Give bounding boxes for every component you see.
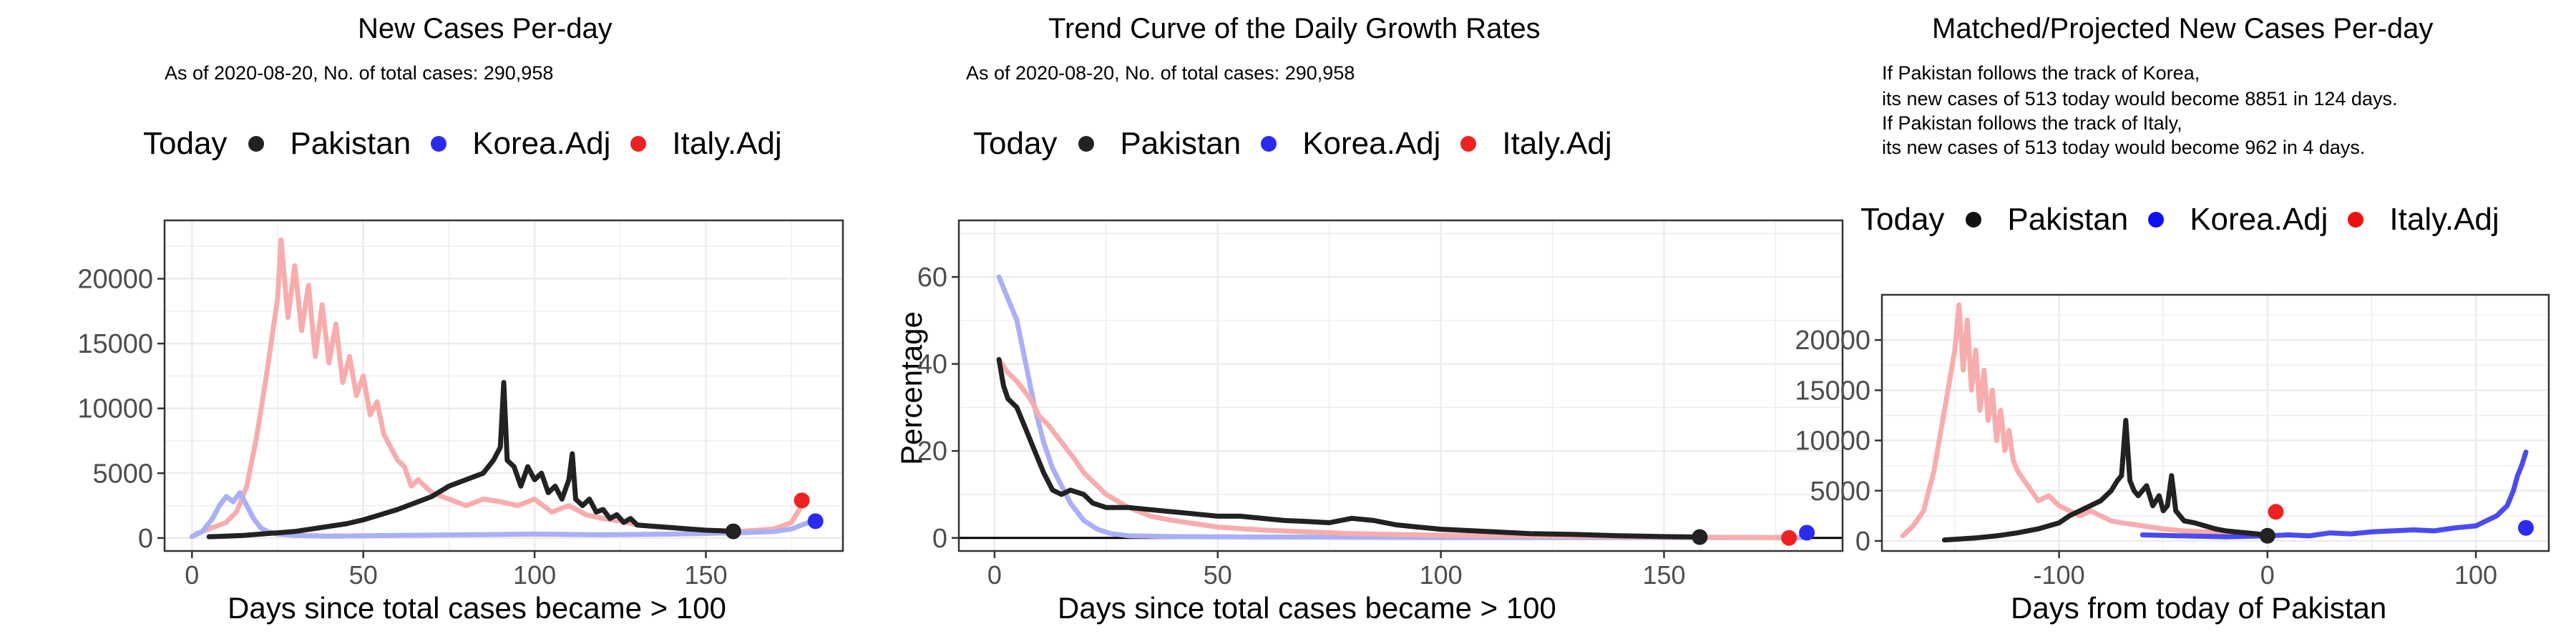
chart-legend: Today Pakistan Korea.Adj Italy.Adj [143, 126, 802, 162]
y-tick-label: 15000 [1795, 376, 1870, 406]
legend-dot-pakistan [248, 136, 265, 152]
legend-label: Korea.Adj [472, 126, 611, 161]
x-tick-label: 0 [2260, 560, 2275, 590]
y-tick-label: 20000 [77, 265, 153, 295]
legend-dot-korea [1261, 136, 1277, 152]
legend-item-pakistan: Pakistan [1966, 202, 2128, 238]
chart-panel-new-cases: New Cases Per-day As of 2020-08-20, No. … [0, 0, 859, 644]
series-line-korea-adj [189, 490, 819, 540]
chart-subtitle-line-1: If Pakistan follows the track of Korea, [1882, 62, 2200, 84]
series-line-pakistan [206, 380, 736, 540]
chart-panel-projected: Matched/Projected New Cases Per-day If P… [1717, 0, 2576, 644]
plot-frame [163, 219, 844, 552]
legend-dot-italy [630, 136, 647, 152]
legend-label: Korea.Adj [1302, 126, 1441, 161]
today-point-korea-adj [2517, 519, 2534, 536]
x-axis-title: Days since total cases became > 100 [1058, 591, 1556, 625]
today-point-pakistan [2259, 527, 2275, 544]
legend-item-pakistan: Pakistan [1078, 126, 1241, 162]
x-axis-title: Days from today of Pakistan [2011, 591, 2387, 625]
plot-frame [1880, 293, 2550, 552]
legend-title: Today [973, 126, 1058, 161]
y-tick-label: 40 [917, 350, 947, 380]
series-line-italy-adj [996, 357, 1792, 540]
legend-dot-korea [2148, 212, 2165, 228]
legend-item-italy: Italy.Adj [2348, 202, 2499, 238]
y-tick-label: 15000 [77, 329, 153, 359]
x-tick-label: 0 [185, 560, 199, 590]
plot-frame [957, 219, 1844, 552]
chart-title: Matched/Projected New Cases Per-day [1932, 13, 2434, 44]
chart-legend: Today Pakistan Korea.Adj Italy.Adj [973, 126, 1632, 162]
x-tick-label: 100 [2454, 560, 2497, 590]
x-tick-label: 100 [1420, 560, 1463, 590]
legend-item-pakistan: Pakistan [248, 126, 411, 162]
legend-title: Today [143, 126, 228, 161]
legend-item-italy: Italy.Adj [1460, 126, 1612, 162]
chart-title: Trend Curve of the Daily Growth Rates [1048, 13, 1541, 44]
y-tick-label: 60 [917, 263, 947, 293]
chart-subtitle-line-3: If Pakistan follows the track of Italy, [1882, 112, 2182, 134]
x-tick-label: 150 [1642, 560, 1685, 590]
legend-label: Italy.Adj [2389, 202, 2499, 237]
legend-dot-korea [431, 136, 447, 152]
chart-panel-growth-rates: Trend Curve of the Daily Growth Rates As… [859, 0, 1844, 644]
today-point-pakistan [1692, 529, 1708, 545]
x-tick-label: 50 [1204, 560, 1232, 590]
legend-label: Pakistan [1120, 126, 1241, 161]
legend-label: Korea.Adj [2190, 202, 2328, 237]
y-tick-label: 10000 [77, 394, 153, 424]
chart-subtitle: As of 2020-08-20, No. of total cases: 29… [966, 62, 1355, 84]
legend-label: Pakistan [290, 126, 411, 161]
series-line-korea-adj [996, 274, 1810, 540]
chart-subtitle: As of 2020-08-20, No. of total cases: 29… [165, 62, 554, 84]
series-line-italy-adj [1900, 302, 2270, 539]
x-tick-label: 0 [987, 560, 1002, 590]
legend-label: Pakistan [2007, 202, 2129, 237]
series-line-pakistan [1941, 418, 2270, 543]
y-tick-label: 5000 [1810, 477, 1870, 507]
x-tick-label: 100 [513, 560, 556, 590]
today-point-korea-adj [807, 513, 824, 530]
legend-label: Italy.Adj [672, 126, 782, 161]
y-tick-label: 0 [1855, 527, 1870, 557]
today-point-italy-adj [1781, 530, 1797, 546]
legend-dot-italy [2348, 212, 2364, 228]
legend-dot-italy [1460, 136, 1477, 152]
chart-plot-projected: -100 0 100 0 5000 10000 15000 20000 [1795, 293, 2550, 590]
x-tick-label: -100 [2034, 560, 2085, 590]
chart-plot-growth-rates: 0 50 100 150 0 20 40 60 [917, 219, 1844, 590]
legend-item-korea: Korea.Adj [431, 126, 610, 162]
y-tick-label: 0 [932, 524, 947, 554]
y-tick-label: 20000 [1795, 326, 1870, 356]
chart-plot-new-cases: 0 50 100 150 0 5000 10000 15000 20000 [77, 219, 844, 590]
legend-title: Today [1860, 202, 1945, 237]
chart-subtitle-line-2: its new cases of 513 today would become … [1882, 88, 2398, 109]
y-tick-label: 20 [917, 436, 947, 467]
x-tick-label: 50 [349, 560, 378, 590]
x-tick-label: 150 [684, 560, 727, 590]
legend-item-korea: Korea.Adj [2148, 202, 2328, 238]
legend-item-korea: Korea.Adj [1261, 126, 1440, 162]
x-axis-title: Days since total cases became > 100 [228, 591, 726, 625]
today-point-italy-adj [794, 492, 810, 509]
legend-dot-pakistan [1078, 136, 1095, 152]
series-line-pakistan [996, 357, 1702, 540]
today-point-italy-adj [2268, 504, 2284, 520]
today-point-pakistan [725, 523, 741, 540]
legend-label: Italy.Adj [1502, 126, 1612, 161]
plot-background [1882, 295, 2549, 551]
chart-title: New Cases Per-day [358, 13, 613, 44]
legend-item-italy: Italy.Adj [630, 126, 782, 162]
chart-legend: Today Pakistan Korea.Adj Italy.Adj [1860, 202, 2499, 238]
y-tick-label: 5000 [92, 459, 153, 489]
legend-dot-pakistan [1966, 212, 1982, 228]
chart-subtitle-line-4: its new cases of 513 today would become … [1882, 137, 2366, 158]
series-line-italy-adj [192, 237, 804, 537]
y-tick-label: 10000 [1795, 426, 1870, 457]
y-tick-label: 0 [138, 524, 153, 554]
today-point-korea-adj [1799, 525, 1815, 541]
